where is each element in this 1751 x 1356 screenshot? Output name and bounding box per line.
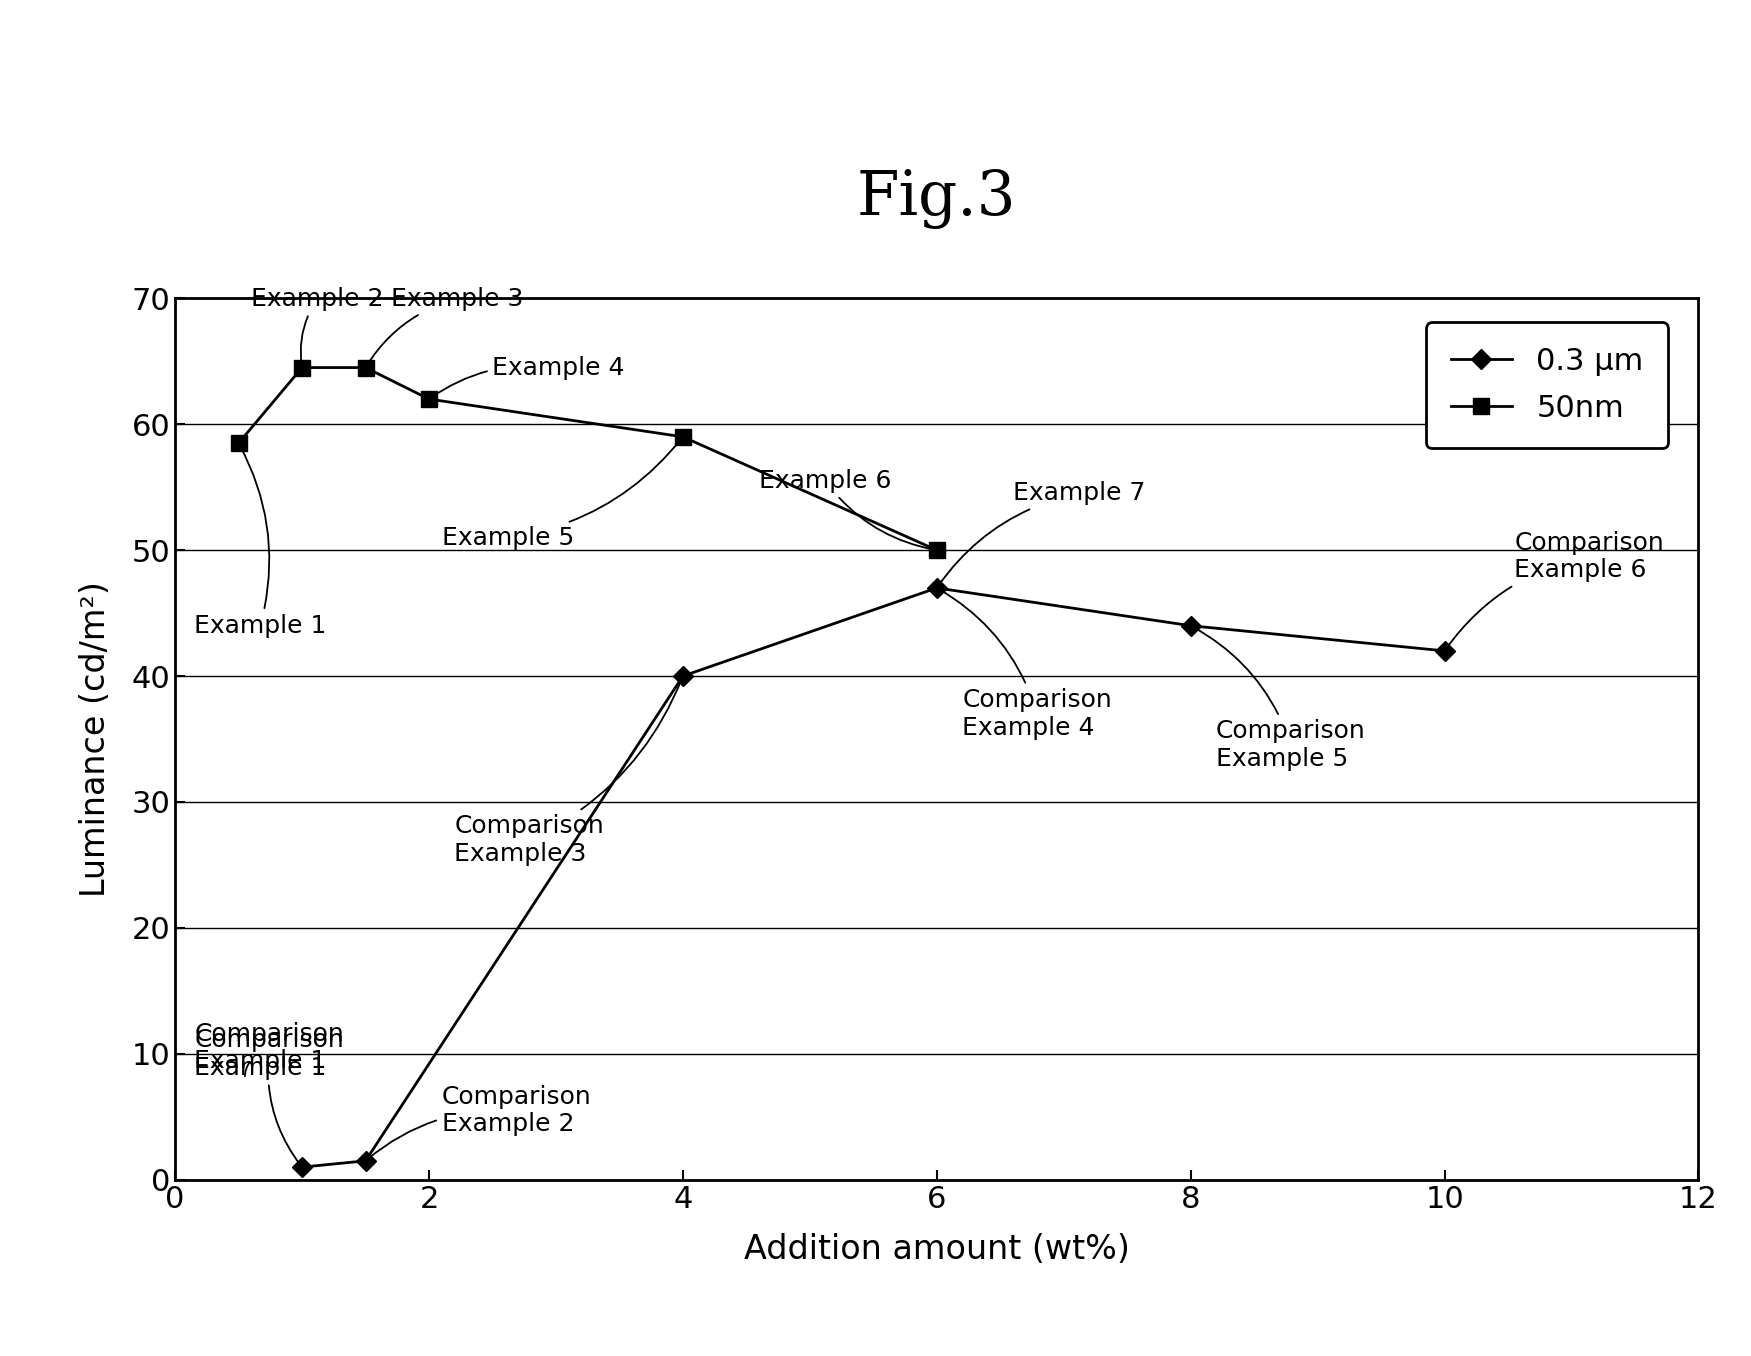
- Text: Example 6: Example 6: [760, 469, 933, 549]
- Text: Comparison
Example 2: Comparison Example 2: [368, 1085, 592, 1159]
- Title: Fig.3: Fig.3: [856, 170, 1017, 229]
- 50nm: [355, 359, 376, 376]
- Line: 0.3 μm: 0.3 μm: [296, 580, 1452, 1174]
- 50nm: [228, 435, 249, 452]
- 50nm: [418, 391, 440, 407]
- Y-axis label: Luminance (cd/m²): Luminance (cd/m²): [79, 582, 112, 896]
- Text: Example 4: Example 4: [431, 355, 625, 397]
- Text: Comparison
Example 6: Comparison Example 6: [1446, 530, 1663, 648]
- 50nm: [672, 428, 693, 445]
- 0.3 μm: [1434, 643, 1455, 659]
- X-axis label: Addition amount (wt%): Addition amount (wt%): [744, 1233, 1129, 1267]
- Line: 50nm: 50nm: [231, 359, 944, 557]
- Text: Example 1: Example 1: [194, 446, 326, 637]
- 0.3 μm: [672, 669, 693, 685]
- 0.3 μm: [1180, 617, 1201, 633]
- 50nm: [291, 359, 312, 376]
- Text: Comparison
Example 1: Comparison Example 1: [194, 1028, 343, 1165]
- Text: Example 3: Example 3: [368, 287, 524, 365]
- 0.3 μm: [291, 1159, 312, 1176]
- 0.3 μm: [926, 580, 947, 597]
- Text: Comparison
Example 5: Comparison Example 5: [1192, 626, 1366, 772]
- 0.3 μm: [355, 1153, 376, 1169]
- Legend: 0.3 μm, 50nm: 0.3 μm, 50nm: [1427, 323, 1669, 447]
- Text: Comparison
Example 1: Comparison Example 1: [194, 1021, 343, 1074]
- 50nm: [926, 542, 947, 559]
- Text: Example 5: Example 5: [441, 439, 681, 549]
- Text: Example 7: Example 7: [939, 481, 1145, 586]
- Text: Comparison
Example 4: Comparison Example 4: [939, 590, 1112, 740]
- Text: Comparison
Example 3: Comparison Example 3: [455, 678, 681, 865]
- Text: Example 2: Example 2: [252, 287, 383, 365]
